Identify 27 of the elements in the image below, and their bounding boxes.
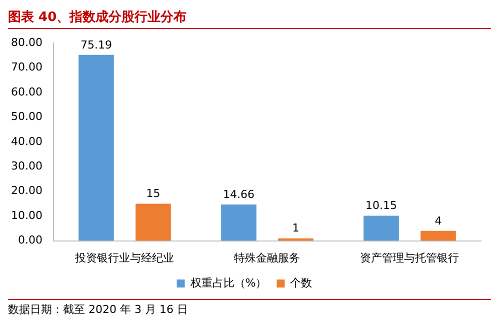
y-tick-label: 20.00 <box>10 184 42 198</box>
x-tick-label: 特殊金融服务 <box>234 251 300 264</box>
y-tick-label: 60.00 <box>10 85 42 98</box>
data-label: 10.15 <box>366 199 397 212</box>
data-label: 1 <box>292 222 300 235</box>
bar <box>78 54 114 241</box>
x-tick-label: 投资银行业与经纪业 <box>74 251 174 264</box>
text: 数据日期：截至 2020 年 3 月 16 日 <box>8 302 491 317</box>
y-tick-label: 40.00 <box>10 134 42 148</box>
y-tick-label: 0.00 <box>18 234 42 247</box>
y-tick-label: 80.00 <box>10 36 42 49</box>
x-tick-label: 资产管理与托管银行 <box>360 251 460 264</box>
bar <box>364 216 399 241</box>
data-label: 75.19 <box>80 38 112 52</box>
chart-title: 图表 40、指数成分股行业分布 <box>8 8 491 29</box>
y-tick-label: 70.00 <box>10 60 42 74</box>
legend-label: 个数 <box>290 276 312 290</box>
legend-label: 权重占比（%） <box>189 276 267 290</box>
y-tick-label: 30.00 <box>10 159 42 172</box>
data-label: 4 <box>434 214 442 228</box>
bar <box>221 204 256 241</box>
y-tick-label: 10.00 <box>10 208 42 222</box>
data-label: 14.66 <box>222 188 254 201</box>
y-tick-label: 50.00 <box>10 110 42 124</box>
bar <box>136 204 171 241</box>
data-label: 15 <box>146 187 160 200</box>
bar <box>420 230 456 241</box>
